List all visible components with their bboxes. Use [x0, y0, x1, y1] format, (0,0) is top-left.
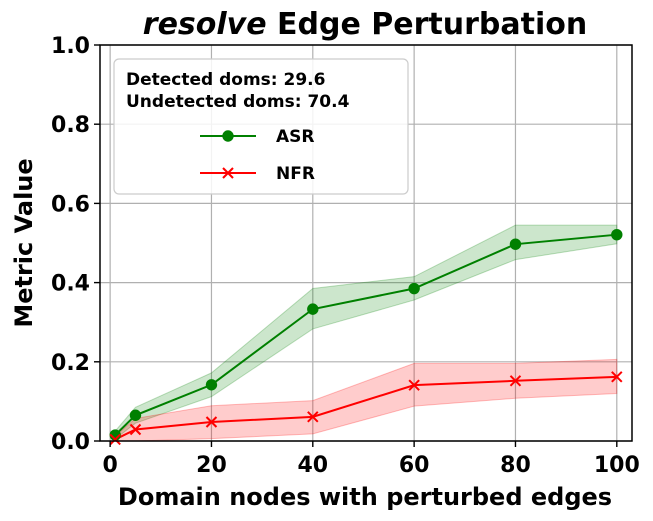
nfr-point-stroke	[129, 423, 142, 436]
y-tick-label: 0.6	[51, 192, 90, 217]
chart-title: resolve Edge Perturbation	[143, 7, 587, 42]
x-axis-label: Domain nodes with perturbed edges	[118, 483, 612, 511]
asr-point	[509, 238, 522, 250]
y-tick-label: 0.4	[51, 272, 90, 297]
asr-point	[205, 379, 218, 391]
nfr-point	[307, 411, 319, 423]
x-tick-label: 60	[399, 453, 430, 478]
legend-note-undetected: Undetected doms: 70.4	[126, 92, 350, 112]
legend-asr-label: ASR	[276, 127, 315, 147]
legend-note-detected: Detected doms: 29.6	[126, 70, 325, 90]
series-markers	[109, 228, 623, 446]
asr-point	[611, 228, 623, 241]
nfr-point	[408, 379, 420, 391]
asr-point	[307, 303, 319, 315]
nfr-point-stroke	[205, 416, 218, 428]
nfr-point	[611, 371, 623, 383]
chart-title-emphasis: resolve	[143, 7, 267, 42]
nfr-point	[109, 433, 121, 446]
legend-nfr-label: NFR	[276, 164, 315, 184]
plot-frame	[99, 44, 633, 442]
legend-asr-marker	[222, 130, 234, 142]
asr-point	[129, 409, 142, 421]
chart-title-rest: Edge Perturbation	[267, 7, 588, 42]
y-tick-label: 0.8	[51, 113, 90, 138]
y-tick-label: 1.0	[51, 34, 90, 59]
asr-point	[408, 282, 420, 295]
y-tick-label: 0.0	[51, 430, 90, 455]
x-tick-label: 20	[196, 453, 227, 478]
nfr-point-stroke	[109, 433, 121, 446]
nfr-point	[129, 423, 142, 436]
legend-box	[113, 58, 409, 195]
x-tick-label: 40	[297, 453, 328, 478]
x-tick-label: 100	[594, 453, 640, 478]
legend-nfr-marker	[222, 167, 234, 179]
legend: Detected doms: 29.6 Undetected doms: 70.…	[113, 58, 409, 195]
x-tick-label: 0	[102, 453, 117, 478]
y-axis-label: Metric Value	[10, 158, 38, 327]
x-tick-label: 80	[500, 453, 531, 478]
asr-confidence-band	[114, 224, 618, 441]
nfr-point-stroke	[408, 379, 420, 391]
nfr-point-stroke	[509, 375, 522, 387]
legend-nfr-marker-stroke	[222, 167, 234, 179]
axis-ticks: 0 20 40 60 80 100 0.0 0.2 0.4 0.6 0.8 1.0	[51, 34, 640, 478]
nfr-point-stroke	[307, 411, 319, 423]
nfr-point-stroke	[611, 371, 623, 383]
legend-entries: ASR NFR	[200, 127, 315, 184]
nfr-point	[205, 416, 218, 428]
nfr-point	[509, 375, 522, 387]
y-tick-label: 0.2	[51, 351, 90, 376]
